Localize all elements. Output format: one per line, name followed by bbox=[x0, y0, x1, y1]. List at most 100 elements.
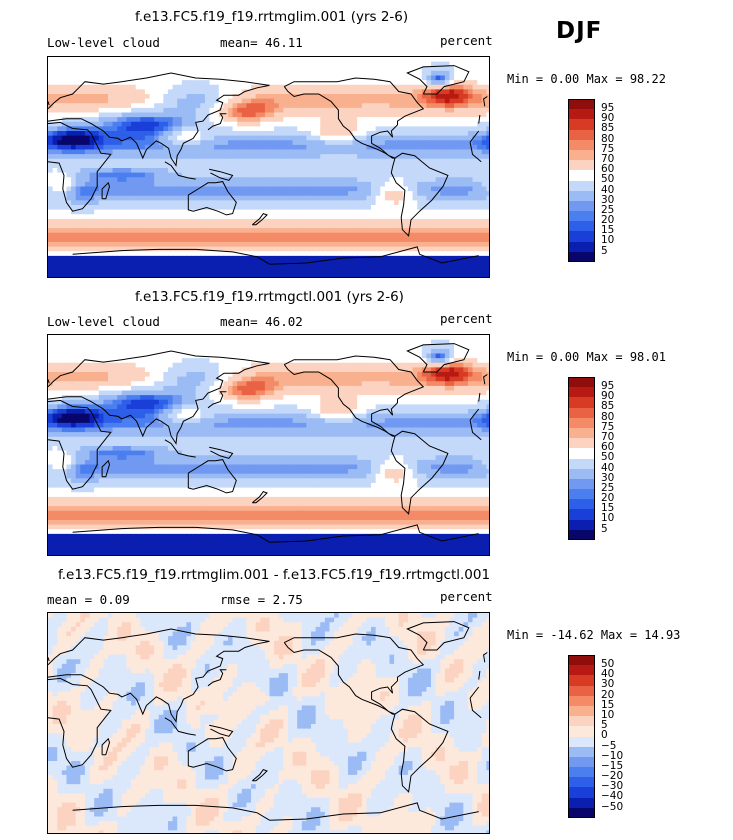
field-cell bbox=[264, 255, 271, 262]
field-cell bbox=[186, 144, 192, 151]
field-cell bbox=[329, 89, 335, 95]
field-cell bbox=[89, 191, 95, 197]
field-cell bbox=[380, 177, 386, 183]
field-cell bbox=[177, 218, 183, 225]
field-cell bbox=[366, 344, 372, 350]
field-cell bbox=[463, 121, 469, 127]
field-cell bbox=[84, 181, 91, 188]
field-cell bbox=[75, 195, 81, 201]
field-cell bbox=[297, 154, 303, 160]
field-cell bbox=[311, 195, 317, 201]
field-cell bbox=[260, 140, 266, 146]
field-cell bbox=[371, 177, 377, 183]
field-cell bbox=[66, 107, 72, 114]
field-cell bbox=[112, 255, 118, 262]
field-cell bbox=[241, 131, 248, 137]
field-cell bbox=[149, 70, 155, 77]
field-cell bbox=[255, 269, 261, 275]
field-cell bbox=[255, 339, 261, 345]
field-cell bbox=[283, 242, 289, 248]
field-cell bbox=[426, 61, 432, 67]
field-cell bbox=[311, 66, 317, 72]
field-cell bbox=[334, 265, 340, 271]
field-cell bbox=[324, 335, 331, 341]
field-cell bbox=[255, 260, 261, 266]
field-cell bbox=[440, 144, 446, 151]
field-cell bbox=[172, 107, 178, 114]
field-cell bbox=[394, 335, 400, 341]
field-cell bbox=[297, 339, 303, 345]
field-cell bbox=[140, 191, 146, 197]
field-cell bbox=[384, 144, 391, 151]
field-cell bbox=[486, 177, 489, 183]
field-cell bbox=[283, 84, 289, 90]
field-cell bbox=[352, 61, 358, 67]
field-cell bbox=[135, 98, 141, 104]
field-cell bbox=[232, 344, 238, 350]
field-cell bbox=[380, 84, 386, 90]
field-cell bbox=[209, 121, 215, 127]
field-cell bbox=[237, 135, 243, 141]
field-cell bbox=[472, 205, 478, 211]
field-cell bbox=[334, 154, 340, 160]
field-cell bbox=[389, 80, 395, 86]
field-cell bbox=[398, 228, 404, 234]
field-cell bbox=[103, 232, 109, 238]
field-cell bbox=[334, 228, 340, 234]
field-cell bbox=[329, 242, 335, 248]
field-cell bbox=[52, 103, 58, 109]
field-cell bbox=[486, 168, 489, 174]
field-cell bbox=[297, 209, 303, 215]
field-cell bbox=[181, 103, 188, 109]
field-cell bbox=[246, 117, 252, 123]
field-cell bbox=[227, 75, 234, 81]
field-cell bbox=[167, 61, 174, 67]
field-cell bbox=[454, 70, 460, 77]
field-cell bbox=[181, 335, 188, 341]
field-cell bbox=[477, 181, 483, 188]
field-cell bbox=[431, 98, 437, 104]
field-cell bbox=[264, 121, 271, 127]
field-cell bbox=[435, 255, 441, 262]
field-cell bbox=[343, 126, 349, 132]
field-cell bbox=[52, 228, 58, 234]
field-cell bbox=[292, 75, 298, 81]
field-cell bbox=[195, 89, 201, 95]
field-cell bbox=[246, 191, 252, 197]
field-cell bbox=[223, 144, 229, 151]
field-cell bbox=[227, 339, 234, 345]
field-cell bbox=[384, 260, 391, 266]
field-cell bbox=[131, 335, 137, 341]
field-cell bbox=[412, 265, 418, 271]
field-cell bbox=[297, 191, 303, 197]
field-cell bbox=[172, 195, 178, 201]
field-cell bbox=[435, 218, 441, 225]
field-cell bbox=[89, 255, 95, 262]
field-cell bbox=[407, 228, 414, 234]
field-cell bbox=[227, 209, 234, 215]
field-cell bbox=[357, 89, 363, 95]
field-cell bbox=[297, 89, 303, 95]
field-cell bbox=[435, 200, 441, 206]
field-cell bbox=[380, 269, 386, 275]
field-cell bbox=[158, 66, 164, 72]
field-cell bbox=[121, 158, 128, 164]
field-cell bbox=[117, 214, 123, 220]
field-cell bbox=[84, 89, 91, 95]
field-cell bbox=[407, 112, 414, 118]
field-cell bbox=[435, 223, 441, 229]
field-cell bbox=[191, 158, 197, 164]
field-cell bbox=[52, 168, 58, 174]
field-cell bbox=[278, 158, 284, 164]
field-cell bbox=[52, 209, 58, 215]
field-cell bbox=[421, 57, 427, 63]
field-cell bbox=[467, 112, 474, 118]
field-cell bbox=[384, 80, 391, 86]
field-cell bbox=[287, 131, 294, 137]
field-cell bbox=[311, 237, 317, 243]
field-cell bbox=[431, 70, 437, 77]
field-cell bbox=[255, 228, 261, 234]
field-cell bbox=[481, 255, 487, 262]
field-cell bbox=[260, 94, 266, 100]
field-cell bbox=[57, 75, 63, 81]
